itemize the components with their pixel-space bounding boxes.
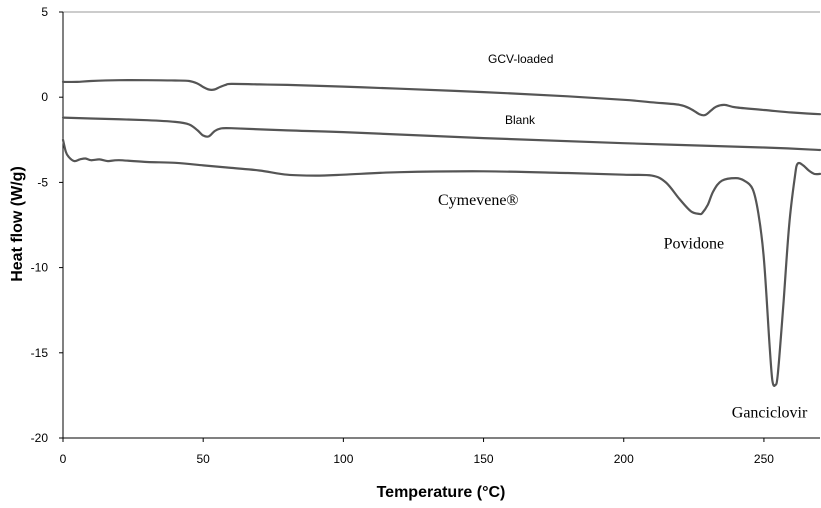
y-tick-label: -5: [37, 175, 48, 189]
series-label-2: Cymevene®: [438, 192, 519, 209]
axes: [59, 11, 820, 442]
annotation-layer: GCV-loaded Blank Cymevene® Povidone Ganciclo…: [438, 52, 808, 421]
y-axis-title: Heat flow (W/g): [9, 166, 26, 282]
x-axis-title: Temperature (°C): [377, 484, 506, 501]
series-layer: [61, 78, 821, 387]
x-tick-label: 200: [614, 452, 634, 466]
x-tick-label: 150: [474, 452, 494, 466]
x-tick-label: 0: [60, 452, 67, 466]
series-line-0: [61, 78, 821, 117]
x-tick-label: 50: [197, 452, 211, 466]
x-tick-label: 250: [754, 452, 774, 466]
series-line-1: [61, 116, 821, 152]
y-tick-label: 5: [41, 5, 48, 19]
series-label-1: Blank: [505, 113, 536, 127]
x-tick-label: 100: [333, 452, 353, 466]
y-tick-label: -10: [31, 261, 49, 275]
peak-annotation-1: Ganciclovir: [732, 404, 808, 421]
series-label-0: GCV-loaded: [488, 52, 553, 66]
y-tick-label: -15: [31, 346, 49, 360]
y-tick-label: -20: [31, 431, 49, 445]
peak-annotation-0: Povidone: [664, 236, 724, 253]
series-line-2: [61, 138, 821, 387]
y-tick-label: 0: [41, 90, 48, 104]
